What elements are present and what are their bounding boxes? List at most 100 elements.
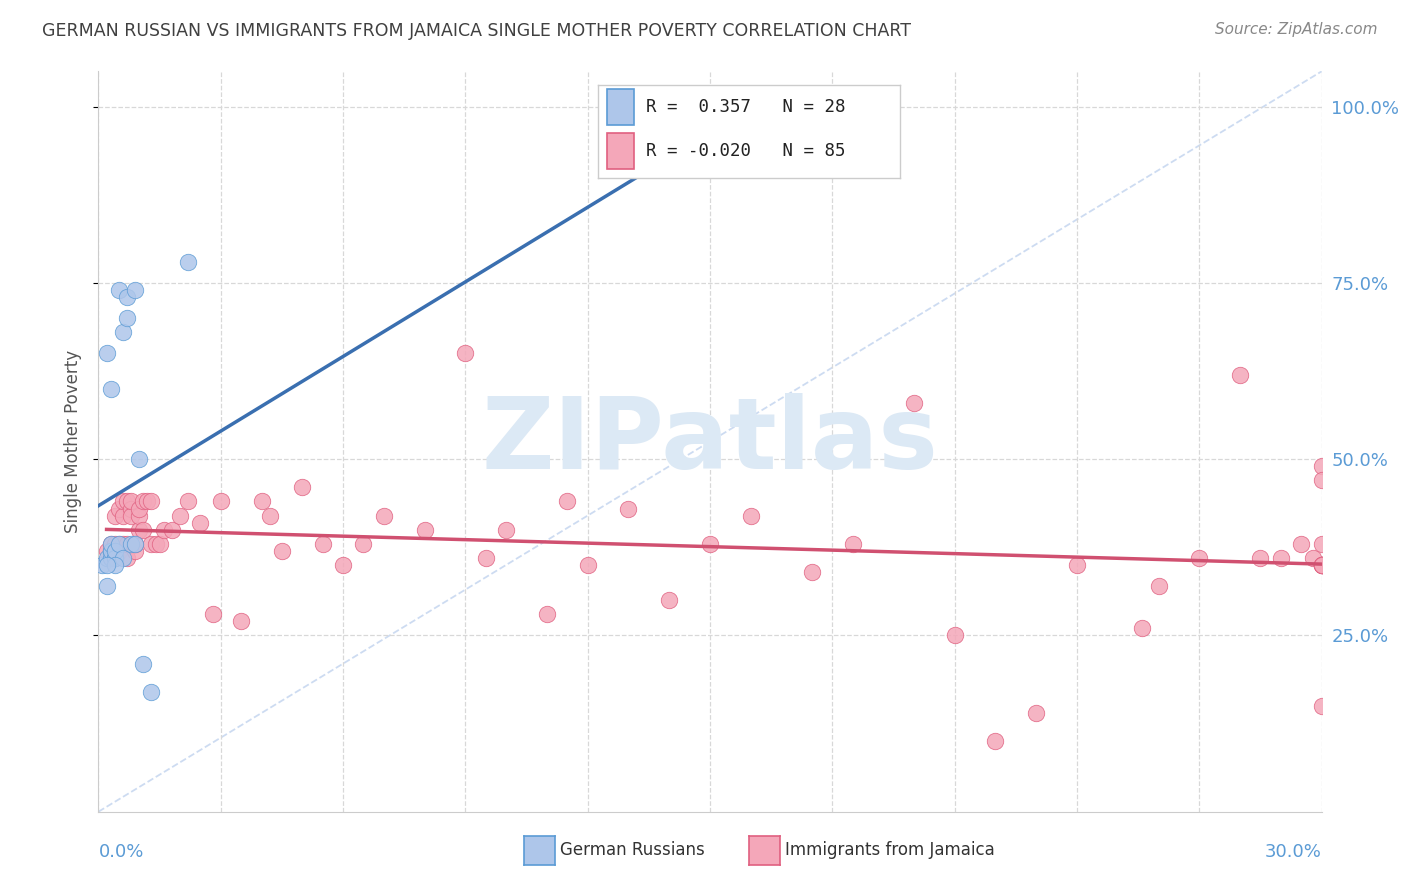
Point	[124, 537, 146, 551]
Point	[903, 396, 925, 410]
Point	[96, 558, 118, 572]
Point	[201, 607, 224, 622]
Point	[115, 494, 138, 508]
Text: 30.0%: 30.0%	[1265, 843, 1322, 861]
Point	[111, 508, 134, 523]
Point	[136, 494, 159, 508]
Point	[841, 537, 863, 551]
Text: R = -0.020   N = 85: R = -0.020 N = 85	[645, 142, 845, 161]
Text: German Russians: German Russians	[560, 841, 704, 859]
Point	[1025, 706, 1047, 720]
Point	[1310, 558, 1333, 572]
Point	[209, 494, 232, 508]
Point	[177, 254, 200, 268]
Point	[111, 325, 134, 339]
Point	[104, 544, 127, 558]
Point	[91, 558, 114, 572]
Point	[231, 615, 253, 629]
Point	[474, 550, 498, 565]
Point	[658, 593, 681, 607]
Point	[454, 346, 477, 360]
Point	[1249, 550, 1271, 565]
Point	[96, 544, 118, 558]
Text: Source: ZipAtlas.com: Source: ZipAtlas.com	[1215, 22, 1378, 37]
Point	[312, 537, 335, 551]
Point	[111, 550, 134, 565]
Point	[270, 544, 294, 558]
Point	[128, 501, 150, 516]
Point	[108, 283, 131, 297]
Point	[145, 537, 167, 551]
Point	[115, 290, 138, 304]
Point	[104, 550, 127, 565]
Point	[188, 516, 212, 530]
Point	[120, 508, 142, 523]
Point	[128, 523, 150, 537]
Point	[108, 544, 131, 558]
Point	[104, 550, 127, 565]
Point	[984, 734, 1007, 748]
Point	[169, 508, 191, 523]
Text: GERMAN RUSSIAN VS IMMIGRANTS FROM JAMAICA SINGLE MOTHER POVERTY CORRELATION CHAR: GERMAN RUSSIAN VS IMMIGRANTS FROM JAMAIC…	[42, 22, 911, 40]
Point	[1302, 550, 1324, 565]
Point	[104, 558, 127, 572]
Point	[332, 558, 354, 572]
Point	[536, 607, 558, 622]
Point	[1188, 550, 1211, 565]
Point	[1310, 558, 1333, 572]
Point	[413, 523, 436, 537]
Point	[104, 550, 127, 565]
Point	[104, 537, 127, 551]
Point	[1310, 558, 1333, 572]
Point	[291, 480, 314, 494]
Point	[96, 346, 118, 360]
Point	[149, 537, 172, 551]
Point	[100, 537, 122, 551]
Point	[177, 494, 200, 508]
Point	[250, 494, 273, 508]
Text: 0.0%: 0.0%	[98, 843, 143, 861]
Text: R =  0.357   N = 28: R = 0.357 N = 28	[645, 98, 845, 116]
Point	[141, 537, 163, 551]
Point	[1147, 579, 1170, 593]
Point	[115, 550, 138, 565]
Point	[104, 508, 127, 523]
Point	[120, 494, 142, 508]
Point	[1229, 368, 1251, 382]
Text: Immigrants from Jamaica: Immigrants from Jamaica	[785, 841, 994, 859]
Bar	[606, 89, 634, 125]
Point	[96, 579, 118, 593]
Point	[1291, 537, 1313, 551]
Point	[1310, 558, 1333, 572]
Point	[100, 544, 122, 558]
Point	[1310, 537, 1333, 551]
Text: ZIPatlas: ZIPatlas	[482, 393, 938, 490]
Point	[132, 494, 155, 508]
Point	[141, 494, 163, 508]
Point	[373, 508, 395, 523]
Point	[617, 501, 640, 516]
Point	[740, 508, 762, 523]
Point	[259, 508, 281, 523]
Y-axis label: Single Mother Poverty: Single Mother Poverty	[65, 350, 83, 533]
Point	[1066, 558, 1088, 572]
Point	[943, 628, 966, 642]
Point	[111, 494, 134, 508]
Point	[115, 311, 138, 326]
Point	[679, 156, 702, 170]
Point	[128, 452, 150, 467]
Point	[124, 544, 146, 558]
Point	[557, 494, 579, 508]
Point	[100, 544, 122, 558]
Point	[108, 537, 131, 551]
Point	[1310, 473, 1333, 487]
Point	[152, 523, 174, 537]
Point	[124, 283, 146, 297]
Point	[115, 537, 138, 551]
Point	[141, 685, 163, 699]
Point	[1270, 550, 1292, 565]
Point	[120, 537, 142, 551]
Point	[100, 544, 122, 558]
Point	[1310, 558, 1333, 572]
Point	[699, 537, 721, 551]
